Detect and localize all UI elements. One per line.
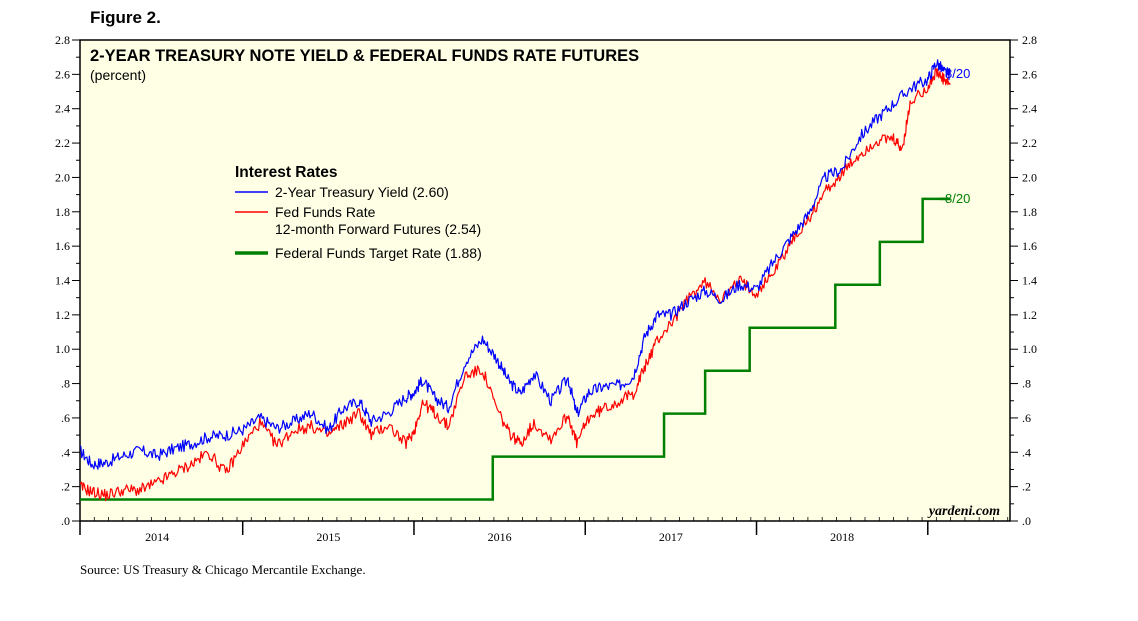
y-tick-label-left: 1.8	[55, 205, 70, 219]
y-tick-label-right: 2.4	[1022, 102, 1037, 116]
y-tick-label-left: 2.6	[55, 67, 70, 81]
y-tick-label-left: 1.0	[55, 342, 70, 356]
chart-subtitle: (percent)	[90, 67, 146, 83]
y-tick-label-left: .4	[61, 445, 70, 459]
y-tick-label-left: 2.0	[55, 170, 70, 184]
y-tick-label-left: 2.4	[55, 102, 70, 116]
y-tick-label-left: 1.4	[55, 274, 70, 288]
y-tick-label-right: .6	[1022, 411, 1031, 425]
legend-title: Interest Rates	[235, 164, 338, 181]
y-tick-label-right: .8	[1022, 377, 1031, 391]
x-tick-label: 2018	[830, 530, 854, 544]
x-tick-label: 2015	[316, 530, 340, 544]
series-line-treasury-yield	[79, 59, 951, 470]
legend-label-treasury: 2-Year Treasury Yield (2.60)	[275, 184, 449, 200]
right-axis: .0 .2 .4 .6 .8 1.0 1.2 1.4 1.6 1.8 2.0 2.2 2.4 2.6 2.8	[1010, 33, 1037, 528]
series-line-fed-target	[80, 197, 951, 501]
x-tick-label: 2016	[488, 530, 512, 544]
y-tick-label-right: 2.0	[1022, 170, 1037, 184]
y-tick-label-right: .4	[1022, 445, 1031, 459]
x-tick-label: 2014	[145, 530, 169, 544]
legend-label-futures: Fed Funds Rate	[275, 204, 376, 220]
y-tick-label-right: 1.8	[1022, 205, 1037, 219]
source-note: Source: US Treasury & Chicago Mercantile…	[80, 562, 366, 577]
left-axis: .0 .2 .4 .6 .8 1.0 1.2 1.4 1.6 1.8 2.0 2.2 2.4 2.6 2.8	[55, 33, 80, 528]
x-axis: 2014 2015 2016 2017 2018	[79, 517, 1009, 544]
y-tick-label-left: 1.2	[55, 308, 70, 322]
watermark: yardeni.com	[927, 504, 1000, 519]
y-tick-label-right: 2.8	[1022, 33, 1037, 47]
legend-label-target: Federal Funds Target Rate (1.88)	[275, 245, 482, 261]
y-tick-label-left: 1.6	[55, 239, 70, 253]
plot-area	[79, 39, 1011, 522]
end-label-target: 8/20	[945, 191, 970, 206]
y-tick-label-left: .0	[61, 514, 70, 528]
y-tick-label-right: 2.2	[1022, 136, 1037, 150]
y-tick-label-right: 1.0	[1022, 342, 1037, 356]
y-tick-label-right: 1.6	[1022, 239, 1037, 253]
legend-label-futures-line2: 12-month Forward Futures (2.54)	[275, 221, 481, 237]
y-tick-label-right: 2.6	[1022, 67, 1037, 81]
end-label-treasury: 8/20	[945, 66, 970, 81]
y-tick-label-right: 1.4	[1022, 274, 1037, 288]
x-tick-label: 2017	[659, 530, 683, 544]
y-tick-label-left: 2.8	[55, 33, 70, 47]
chart-title: 2-YEAR TREASURY NOTE YIELD & FEDERAL FUN…	[90, 47, 639, 65]
series-line-fed-futures	[79, 67, 951, 502]
y-tick-label-left: .8	[61, 377, 70, 391]
y-tick-label-right: .2	[1022, 480, 1031, 494]
y-tick-label-right: 1.2	[1022, 308, 1037, 322]
y-tick-label-right: .0	[1022, 514, 1031, 528]
y-tick-label-left: .6	[61, 411, 70, 425]
figure-label: Figure 2.	[90, 8, 161, 27]
y-tick-label-left: .2	[61, 480, 70, 494]
y-tick-label-left: 2.2	[55, 136, 70, 150]
legend: Interest Rates 2-Year Treasury Yield (2.…	[235, 164, 482, 261]
